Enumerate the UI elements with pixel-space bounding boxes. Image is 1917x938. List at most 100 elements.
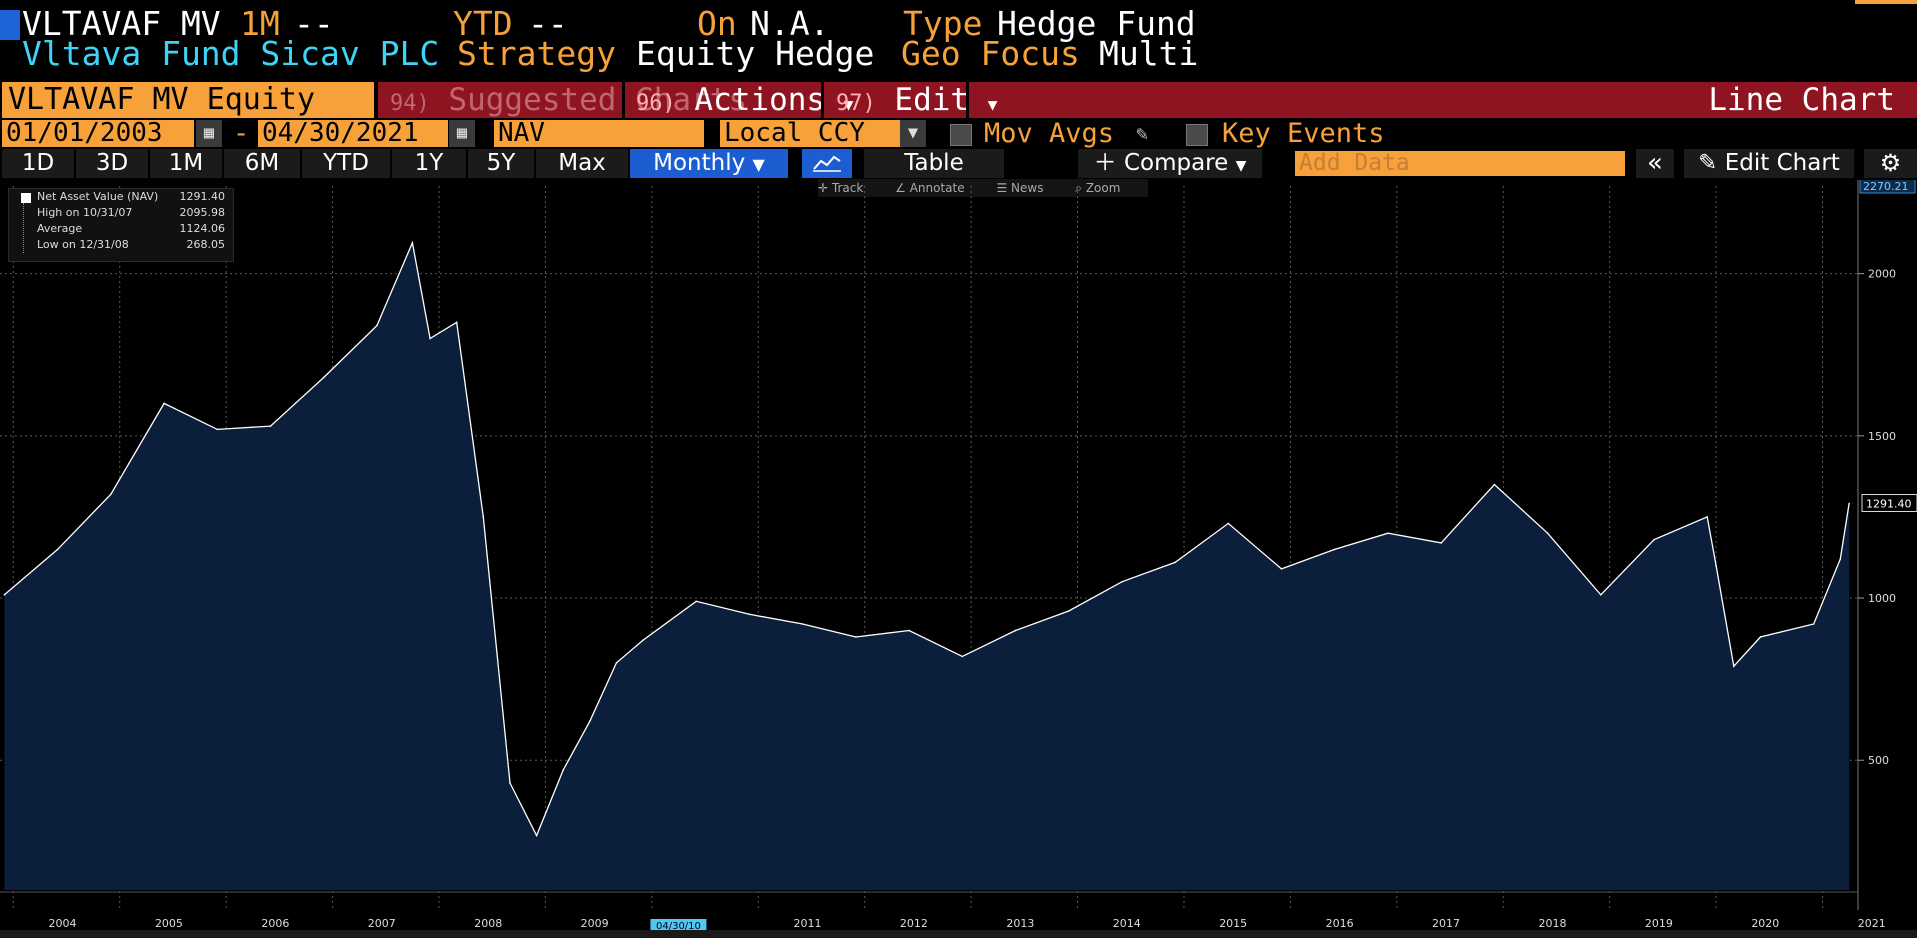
nav-data-point (1546, 532, 1549, 534)
legend-value: 2095.98 (179, 206, 226, 219)
mov-avgs-checkbox[interactable] (950, 124, 972, 146)
y-max-label-box (1859, 180, 1916, 194)
legend-value: 1291.40 (179, 190, 226, 203)
start-date-field[interactable]: 01/01/2003 (2, 120, 194, 147)
nav-data-point (1600, 594, 1602, 596)
period-ytd-button[interactable]: YTD (302, 149, 390, 178)
nav-data-point (1812, 623, 1815, 625)
y-axis-tick-label: 2000 (1868, 268, 1896, 281)
mov-avgs-label: Mov Avgs (984, 118, 1115, 149)
track-tool[interactable]: ✛ Track (818, 181, 864, 195)
chart-mini-toolbar: ✛ Track ∠ Annotate ☰ News ⌕ Zoom (818, 179, 1149, 197)
last-value-label: 1291.40 (1866, 498, 1912, 511)
nav-data-point (1706, 516, 1709, 518)
end-date-field[interactable]: 04/30/2021 (258, 120, 448, 147)
nav-data-point (429, 337, 431, 340)
x-axis-tick-label: 2013 (1006, 917, 1034, 930)
annotate-tool[interactable]: ∠ Annotate (895, 181, 965, 195)
x-axis-tick-label: 2012 (900, 917, 928, 930)
crosshair-date-label: 04/30/10 (656, 921, 701, 932)
m1-label: 1M (240, 4, 280, 43)
x-axis-tick-label: 2017 (1432, 917, 1460, 930)
y-axis-tick-label: 1000 (1868, 592, 1896, 605)
nav-data-point (642, 639, 644, 642)
nav-data-point (482, 516, 485, 518)
x-axis-tick-label: 2018 (1538, 917, 1566, 930)
field-selector[interactable]: NAV (494, 120, 704, 147)
period-max-button[interactable]: Max (536, 149, 628, 178)
ytd-label: YTD (453, 4, 513, 43)
nav-line-chart[interactable]: 500 1000 1500 2000 2270.21 1291.40 2004 2005 200… (0, 180, 1917, 938)
nav-data-point (269, 425, 272, 427)
calendar-icon[interactable]: ▦ (449, 120, 475, 147)
y-axis-tick-label: 1500 (1868, 430, 1896, 443)
x-axis-tick-label: 2005 (155, 917, 183, 930)
nav-data-point (322, 376, 325, 379)
x-axis-tick-label: 2011 (793, 917, 821, 930)
period-1d-button[interactable]: 1D (2, 149, 74, 178)
x-axis-tick-label: 2006 (261, 917, 289, 930)
nav-data-point (908, 629, 910, 632)
period-6m-button[interactable]: 6M (224, 149, 300, 178)
collapse-icon[interactable]: « (1636, 149, 1674, 178)
on-label: On (697, 4, 737, 43)
period-3d-button[interactable]: 3D (76, 149, 148, 178)
legend-label: Average (37, 222, 83, 235)
line-chart-icon (813, 155, 841, 172)
strategy-value: Equity Hedge (636, 34, 875, 73)
nav-data-point (615, 662, 618, 664)
edit-menu[interactable]: 97) Edit ▼ (836, 82, 998, 118)
period-5y-button[interactable]: 5Y (468, 149, 534, 178)
chart-legend: Net Asset Value (NAV) 1291.40 High on 10… (8, 188, 234, 262)
legend-label: Net Asset Value (NAV) (37, 190, 159, 203)
frequency-dropdown[interactable]: Monthly ▼ (630, 149, 788, 178)
legend-label: Low on 12/31/08 (37, 238, 129, 251)
nav-data-point (695, 600, 697, 603)
nav-data-point (411, 242, 414, 244)
legend-value: 1124.06 (179, 222, 226, 235)
compare-dropdown[interactable]: ＋ Compare ▼ (1078, 149, 1262, 178)
x-axis-tick-label: 2021 (1858, 917, 1886, 930)
nav-data-point (588, 720, 591, 723)
key-events-checkbox[interactable] (1186, 124, 1208, 146)
bottom-strip (0, 930, 1917, 938)
nav-data-point (1333, 548, 1336, 551)
line-chart-view-button[interactable] (802, 149, 852, 178)
nav-data-point (1174, 561, 1176, 564)
gear-icon[interactable]: ⚙ (1864, 149, 1917, 178)
add-data-input[interactable]: Add Data (1295, 151, 1625, 176)
nav-data-point (376, 324, 378, 327)
zoom-tool[interactable]: ⌕ Zoom (1075, 181, 1121, 195)
nav-data-point (1715, 564, 1717, 567)
chevron-down-icon[interactable]: ▼ (900, 120, 926, 147)
actions-menu[interactable]: 96) Actions ▼ (636, 82, 854, 118)
currency-selector[interactable]: Local CCY (720, 120, 900, 147)
strategy-label: Strategy (457, 34, 616, 73)
period-1y-button[interactable]: 1Y (392, 149, 466, 178)
chevron-down-icon: ▼ (1235, 158, 1247, 174)
nav-area-fill (4, 242, 1850, 891)
nav-data-point (163, 402, 165, 405)
nav-data-point (1387, 532, 1389, 534)
pencil-icon[interactable]: ✎ (1136, 121, 1149, 145)
on-value: N.A. (750, 4, 830, 43)
nav-data-point (1014, 629, 1017, 632)
series-swatch (21, 193, 31, 203)
legend-value: 268.05 (186, 238, 226, 251)
nav-data-point (1067, 610, 1070, 612)
ytd-value: -- (528, 4, 568, 43)
edit-chart-button[interactable]: ✎ Edit Chart (1684, 149, 1854, 178)
security-field[interactable]: VLTAVAF MV Equity (2, 82, 374, 118)
x-axis-tick-label: 2007 (368, 917, 396, 930)
period-1m-button[interactable]: 1M (150, 149, 222, 178)
x-axis-tick-label: 2020 (1751, 917, 1779, 930)
calendar-icon[interactable]: ▦ (196, 120, 222, 147)
x-axis-tick-label: 2019 (1645, 917, 1673, 930)
ticker-title: VLTAVAF MV (22, 4, 221, 43)
table-view-button[interactable]: Table (864, 149, 1004, 178)
nav-data-point (535, 834, 538, 837)
news-tool[interactable]: ☰ News (996, 181, 1044, 195)
m1-value: -- (294, 4, 334, 43)
nav-data-point (1839, 558, 1842, 560)
suggested-charts-menu[interactable]: 94) Suggested Charts (390, 82, 748, 118)
